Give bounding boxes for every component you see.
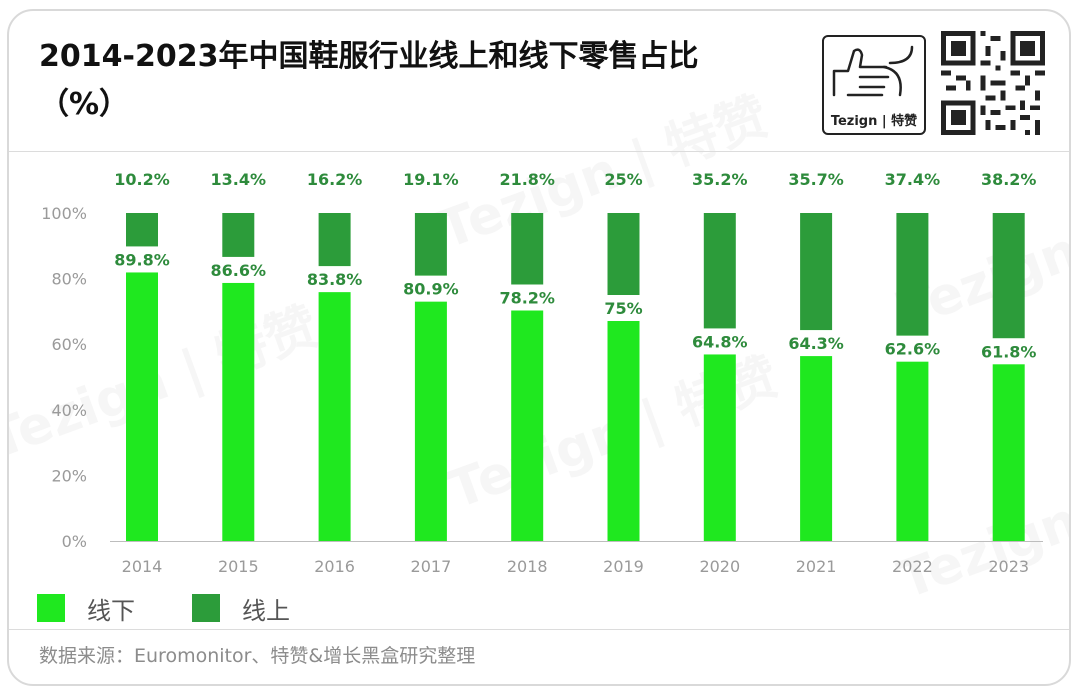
bar-online-label: 21.8% [499, 170, 555, 189]
bar-offline [800, 330, 833, 541]
bar-offline-label-bg [968, 338, 1049, 365]
legend-swatch-online [192, 594, 220, 622]
bar-online [896, 213, 929, 336]
bar-online [414, 213, 447, 276]
bar-offline-label: 83.8% [307, 270, 363, 289]
bar-online [222, 213, 255, 257]
bar-offline [511, 284, 544, 541]
bar-online-label: 13.4% [211, 170, 267, 189]
bar-offline [992, 338, 1025, 541]
x-tick-label: 2017 [411, 557, 452, 576]
header-divider [9, 151, 1069, 152]
y-tick-label: 20% [51, 466, 87, 485]
bar-online [318, 213, 351, 267]
bar-offline-label: 80.9% [403, 280, 459, 299]
bar-online-label: 35.2% [692, 170, 748, 189]
footer-divider [9, 629, 1069, 630]
tezign-logo: Tezign | 特赞 [822, 35, 926, 135]
y-tick-label: 100% [41, 204, 87, 223]
bar-offline-label: 75% [604, 299, 642, 318]
bar-online [607, 213, 640, 295]
bar-offline [703, 328, 736, 541]
bar-online [992, 213, 1025, 339]
legend-item-online: 线上 [192, 593, 290, 625]
bar-offline-label-bg [679, 328, 760, 355]
thumbs-up-icon [832, 45, 914, 97]
bar-offline-label-bg [198, 256, 279, 283]
bar-offline-label-bg [102, 246, 182, 273]
x-tick-label: 2018 [507, 557, 548, 576]
x-tick-label: 2019 [603, 557, 644, 576]
legend-label-online: 线上 [242, 596, 290, 625]
bar-offline-label: 62.6% [885, 340, 941, 359]
x-tick-label: 2022 [892, 557, 933, 576]
bar-online [126, 213, 158, 247]
bar-online-label: 35.7% [788, 170, 844, 189]
legend-label-offline: 线下 [87, 596, 135, 625]
qr-code[interactable] [941, 31, 1045, 135]
x-tick-label: 2020 [699, 557, 740, 576]
bar-offline [607, 295, 640, 541]
bar-offline-label: 64.8% [692, 332, 748, 351]
legend-swatch-offline [37, 594, 65, 622]
x-tick-label: 2015 [218, 557, 259, 576]
y-tick-label: 40% [51, 401, 87, 420]
bar-online-label: 19.1% [403, 170, 459, 189]
bar-offline-label-bg [776, 330, 857, 357]
bar-offline-label: 86.6% [211, 261, 267, 280]
y-tick-label: 60% [51, 335, 87, 354]
bar-online-label: 25% [604, 170, 642, 189]
bar-offline [414, 275, 447, 541]
bar-online [800, 213, 833, 331]
bar-offline-label: 61.8% [981, 342, 1037, 361]
bar-online-label: 10.2% [114, 170, 170, 189]
bar-offline [126, 246, 158, 541]
x-tick-label: 2014 [122, 557, 163, 576]
bar-online [703, 213, 736, 329]
bar-offline [896, 335, 929, 541]
bar-online-label: 38.2% [981, 170, 1037, 189]
logo-text: Tezign | 特赞 [830, 114, 918, 129]
chart-title: 2014-2023年中国鞋服行业线上和线下零售占比（%） [39, 39, 699, 122]
bar-offline [318, 266, 351, 541]
bar-offline-label: 89.8% [114, 250, 170, 269]
bar-online-label: 37.4% [885, 170, 941, 189]
x-tick-label: 2023 [988, 557, 1029, 576]
legend-item-offline: 线下 [37, 593, 135, 625]
bar-offline-label-bg [487, 284, 568, 311]
y-tick-label: 0% [62, 532, 87, 551]
bar-online [511, 213, 544, 285]
bar-offline-label: 78.2% [499, 289, 555, 308]
bar-online-label: 16.2% [307, 170, 363, 189]
y-tick-label: 80% [51, 270, 87, 289]
x-tick-label: 2016 [314, 557, 355, 576]
bar-offline-label-bg [294, 266, 375, 293]
bar-offline-label-bg [872, 335, 953, 362]
x-tick-label: 2021 [796, 557, 837, 576]
bar-offline-label-bg [390, 275, 471, 302]
bar-offline [222, 256, 255, 541]
bar-offline-label-bg [583, 295, 664, 321]
source-note: 数据来源：Euromonitor、特赞&增长黑盒研究整理 [39, 645, 476, 667]
bar-offline-label: 64.3% [788, 334, 844, 353]
